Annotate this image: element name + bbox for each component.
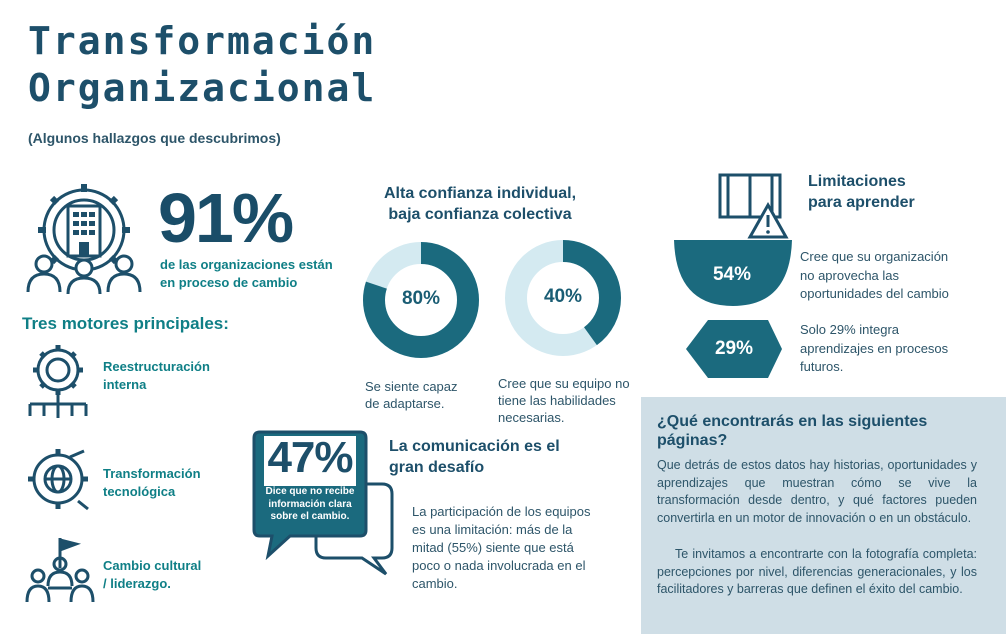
panel-paragraph-2: Te invitamos a encontrarte con la fotogr… — [657, 547, 977, 597]
title-line-1: Transformación — [28, 19, 377, 63]
donut-40-value: 40% — [543, 286, 583, 307]
page-title: Transformación Organizacional — [28, 18, 376, 112]
donut-80-value: 80% — [401, 288, 441, 309]
stat-47-value: 47% — [267, 433, 353, 482]
gear-globe-icon — [28, 449, 89, 511]
people-flag-icon — [25, 538, 95, 603]
stat-47-line-1: Dice que no recibe — [265, 486, 355, 497]
book-warning-icon — [718, 173, 789, 239]
communication-body-line-4: poco o nada involucrada en el — [412, 558, 586, 573]
donut-40-caption: Cree que su equipo no tiene las habilida… — [498, 375, 630, 426]
gear-cycle-icon — [28, 345, 88, 418]
donut-80-caption-line-1: Se siente capaz — [365, 379, 458, 394]
panel-heading-line-1: ¿Qué encontrarás en las siguientes — [657, 413, 928, 430]
limitation-54-line-2: no aprovecha las — [800, 267, 900, 283]
communication-body-line-3: mitad (55%) siente que está — [412, 540, 574, 555]
motor-1-line-1: Reestructuración — [103, 359, 210, 374]
donut-40-caption-line-2: tiene las habilidades — [498, 393, 616, 408]
motor-3-line-1: Cambio cultural — [103, 558, 202, 573]
confidence-heading-line-1: Alta confianza individual, — [383, 185, 577, 202]
stat-91-caption: de las organizaciones están en proceso d… — [160, 256, 333, 292]
stat-47-line-3: sobre el cambio. — [270, 511, 350, 522]
donut-80 — [363, 242, 479, 358]
motors-title: Tres motores principales: — [22, 314, 229, 333]
communication-heading: La comunicación es el gran desafío — [389, 436, 560, 478]
motor-1-line-2: interna — [103, 377, 147, 392]
stat-91-line-1: de las organizaciones están — [160, 257, 333, 272]
stat-47-line-2: información clara — [268, 498, 352, 510]
donut-40-fill — [505, 240, 621, 356]
panel-paragraph-1: Que detrás de estos datos hay historias,… — [657, 458, 977, 525]
limitation-54-line-1: Cree que su organización — [800, 249, 949, 264]
limitations-heading: Limitaciones para aprender — [808, 171, 915, 213]
donut-40-caption-line-1: Cree que su equipo no — [498, 376, 630, 391]
limitation-29-line-1: Solo 29% integra — [800, 322, 900, 337]
limitation-54-line-3: oportunidades del cambio — [800, 286, 949, 301]
motor-item-restructuring: Reestructuración interna — [103, 358, 210, 394]
communication-heading-line-1: La comunicación es el — [389, 438, 560, 455]
donut-80-caption: Se siente capaz de adaptarse. — [365, 378, 458, 412]
limitation-29-text: Solo 29% integra aprendizajes en proceso… — [800, 321, 948, 377]
limitations-heading-line-1: Limitaciones — [808, 173, 906, 190]
title-line-2: Organizacional — [28, 66, 377, 110]
donut-40-caption-line-3: necesarias. — [498, 410, 565, 425]
panel-heading-line-2: páginas? — [657, 432, 728, 449]
donut-40 — [505, 240, 621, 356]
stat-47-caption: Dice que no recibe información clara sob… — [254, 486, 366, 524]
limitations-heading-line-2: para aprender — [808, 194, 915, 211]
hexagon-29-value: 29% — [714, 338, 754, 359]
motor-item-technology: Transformación tecnológica — [103, 465, 201, 501]
motor-2-line-2: tecnológica — [103, 484, 176, 499]
limitation-29-line-3: futuros. — [800, 359, 844, 374]
communication-body-line-5: cambio. — [412, 576, 458, 591]
speech-bubble-main — [252, 430, 368, 560]
communication-heading-line-2: gran desafío — [389, 459, 485, 476]
next-pages-panel — [641, 397, 1006, 634]
stat-91-value: 91% — [158, 179, 294, 257]
limitation-29-line-2: aprendizajes en procesos — [800, 340, 949, 356]
bowl-54-value: 54% — [712, 264, 752, 285]
bowl-54-shape — [674, 240, 792, 306]
panel-heading: ¿Qué encontrarás en las siguientes págin… — [657, 412, 977, 450]
communication-body-line-1: La participación de los equipos — [412, 504, 591, 519]
motor-3-line-2: / liderazgo. — [103, 576, 171, 591]
confidence-heading: Alta confianza individual, baja confianz… — [360, 183, 600, 225]
motor-2-line-1: Transformación — [103, 466, 201, 481]
communication-body-line-2: es una limitación: más de la — [412, 522, 573, 537]
page-subtitle: (Algunos hallazgos que descubrimos) — [28, 130, 281, 146]
motor-item-culture: Cambio cultural / liderazgo. — [103, 557, 201, 593]
hexagon-29-shape — [686, 320, 782, 378]
confidence-heading-line-2: baja confianza colectiva — [388, 206, 572, 223]
donut-80-fill — [363, 242, 479, 358]
gear-building-people-icon — [26, 184, 142, 294]
stat-91-line-2: en proceso de cambio — [160, 275, 298, 290]
donut-80-caption-line-2: de adaptarse. — [365, 396, 445, 411]
limitation-54-text: Cree que su organización no aprovecha la… — [800, 248, 949, 304]
communication-body: La participación de los equipos es una l… — [412, 503, 591, 593]
